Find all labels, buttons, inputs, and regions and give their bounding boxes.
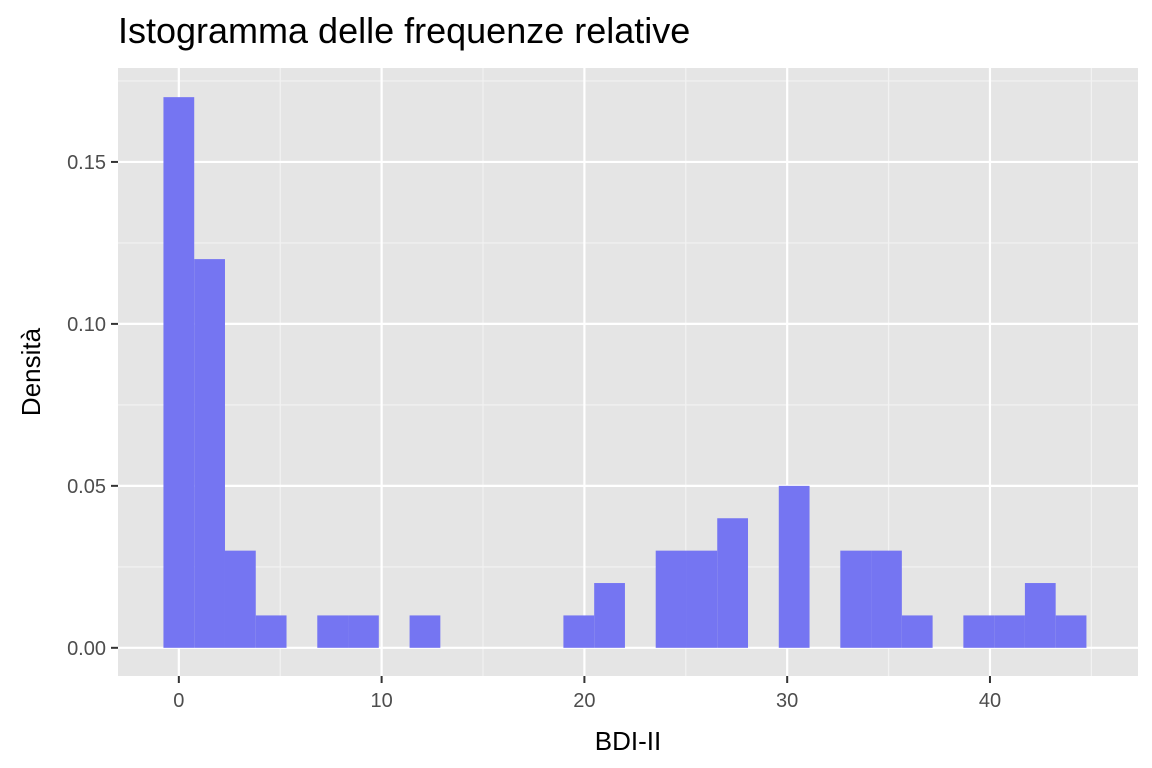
histogram-bar [348, 615, 379, 648]
x-tick-label: 10 [370, 690, 392, 712]
y-tick-label: 0.10 [67, 314, 106, 336]
histogram-bar [255, 615, 287, 648]
histogram-bar [840, 550, 872, 648]
y-tick-label: 0.15 [67, 152, 106, 174]
histogram-bar [163, 97, 195, 648]
histogram-bar [686, 550, 718, 648]
x-axis-title: BDI-II [595, 726, 661, 756]
histogram-bar [224, 550, 256, 648]
histogram-bar [871, 550, 902, 648]
chart-title: Istogramma delle frequenze relative [118, 10, 691, 51]
histogram-bars [163, 97, 1087, 648]
minor-gridlines [118, 68, 1138, 676]
histogram-bar [317, 615, 349, 648]
x-tick-label: 20 [573, 690, 595, 712]
y-tick-label: 0.00 [67, 638, 106, 660]
histogram-bar [963, 615, 995, 648]
histogram-bar [778, 485, 810, 648]
x-tick-label: 30 [776, 690, 798, 712]
histogram-bar [594, 583, 625, 648]
y-axis: 0.00 0.05 0.10 0.15 [67, 152, 118, 660]
histogram-bar [563, 615, 595, 648]
y-tick-label: 0.05 [67, 476, 106, 498]
plot-panel [118, 68, 1138, 676]
histogram-bar [194, 259, 225, 648]
histogram-bar [901, 615, 933, 648]
histogram-bar [409, 615, 441, 648]
histogram-bar [994, 615, 1025, 648]
x-tick-label: 0 [173, 690, 184, 712]
histogram-bar [1055, 615, 1087, 648]
histogram-bar [1024, 583, 1056, 648]
x-tick-label: 40 [979, 690, 1001, 712]
histogram-bar [655, 550, 687, 648]
y-axis-title: Densità [16, 327, 46, 416]
x-axis: 0 10 20 30 40 [173, 676, 1001, 712]
histogram-bar [717, 518, 749, 648]
